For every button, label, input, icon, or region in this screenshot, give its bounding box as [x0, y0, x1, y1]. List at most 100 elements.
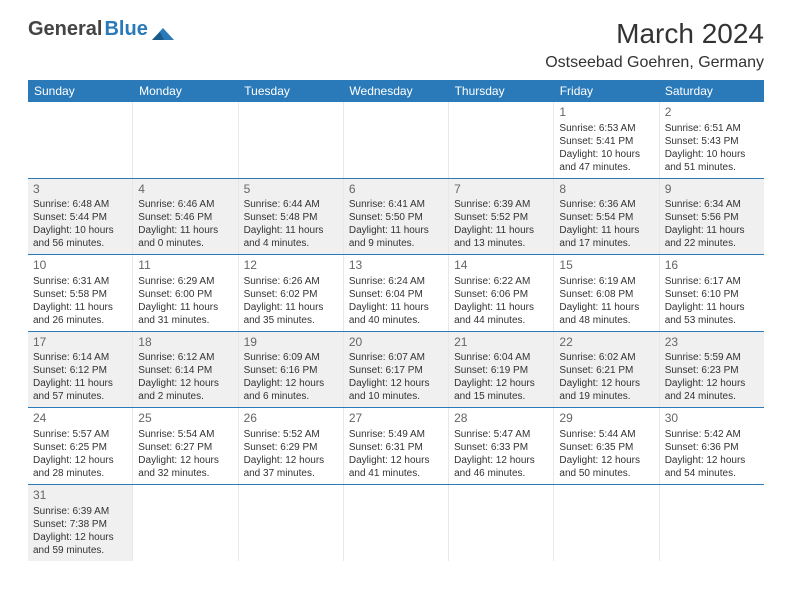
sunrise-text: Sunrise: 6:22 AM — [454, 275, 548, 288]
daylight-text: Daylight: 11 hours and 48 minutes. — [559, 301, 653, 327]
sunrise-text: Sunrise: 6:26 AM — [244, 275, 338, 288]
daylight-text: Daylight: 12 hours and 32 minutes. — [138, 454, 232, 480]
sunrise-text: Sunrise: 6:09 AM — [244, 351, 338, 364]
sunrise-text: Sunrise: 6:36 AM — [559, 198, 653, 211]
day-number: 27 — [349, 411, 443, 427]
sunrise-text: Sunrise: 6:14 AM — [33, 351, 127, 364]
day-cell: 31Sunrise: 6:39 AMSunset: 7:38 PMDayligh… — [28, 485, 133, 561]
daylight-text: Daylight: 11 hours and 4 minutes. — [244, 224, 338, 250]
sunset-text: Sunset: 6:16 PM — [244, 364, 338, 377]
sunset-text: Sunset: 6:36 PM — [665, 441, 759, 454]
sunrise-text: Sunrise: 6:29 AM — [138, 275, 232, 288]
day-cell: 29Sunrise: 5:44 AMSunset: 6:35 PMDayligh… — [554, 408, 659, 484]
daylight-text: Daylight: 10 hours and 47 minutes. — [559, 148, 653, 174]
daylight-text: Daylight: 12 hours and 41 minutes. — [349, 454, 443, 480]
day-number: 1 — [559, 105, 653, 121]
day-number: 7 — [454, 182, 548, 198]
day-number: 28 — [454, 411, 548, 427]
day-number: 20 — [349, 335, 443, 351]
sunset-text: Sunset: 5:50 PM — [349, 211, 443, 224]
day-cell: 10Sunrise: 6:31 AMSunset: 5:58 PMDayligh… — [28, 255, 133, 331]
sunset-text: Sunset: 6:23 PM — [665, 364, 759, 377]
day-number: 22 — [559, 335, 653, 351]
calendar-row: 24Sunrise: 5:57 AMSunset: 6:25 PMDayligh… — [28, 408, 764, 485]
day-number: 9 — [665, 182, 759, 198]
sunset-text: Sunset: 6:25 PM — [33, 441, 127, 454]
sunset-text: Sunset: 5:56 PM — [665, 211, 759, 224]
logo: GeneralBlue — [28, 18, 174, 41]
sunrise-text: Sunrise: 6:34 AM — [665, 198, 759, 211]
calendar-row: 10Sunrise: 6:31 AMSunset: 5:58 PMDayligh… — [28, 255, 764, 332]
sunset-text: Sunset: 6:33 PM — [454, 441, 548, 454]
sunrise-text: Sunrise: 5:52 AM — [244, 428, 338, 441]
day-number: 2 — [665, 105, 759, 121]
daylight-text: Daylight: 11 hours and 44 minutes. — [454, 301, 548, 327]
empty-cell — [660, 485, 764, 561]
day-number: 24 — [33, 411, 127, 427]
weekday-header: Wednesday — [343, 80, 448, 102]
sunrise-text: Sunrise: 6:19 AM — [559, 275, 653, 288]
day-cell: 9Sunrise: 6:34 AMSunset: 5:56 PMDaylight… — [660, 179, 764, 255]
sunrise-text: Sunrise: 6:41 AM — [349, 198, 443, 211]
sunset-text: Sunset: 6:12 PM — [33, 364, 127, 377]
sunset-text: Sunset: 6:10 PM — [665, 288, 759, 301]
daylight-text: Daylight: 11 hours and 53 minutes. — [665, 301, 759, 327]
daylight-text: Daylight: 10 hours and 51 minutes. — [665, 148, 759, 174]
daylight-text: Daylight: 12 hours and 37 minutes. — [244, 454, 338, 480]
daylight-text: Daylight: 12 hours and 6 minutes. — [244, 377, 338, 403]
day-cell: 28Sunrise: 5:47 AMSunset: 6:33 PMDayligh… — [449, 408, 554, 484]
day-number: 30 — [665, 411, 759, 427]
sunset-text: Sunset: 6:06 PM — [454, 288, 548, 301]
day-number: 5 — [244, 182, 338, 198]
daylight-text: Daylight: 11 hours and 31 minutes. — [138, 301, 232, 327]
day-cell: 30Sunrise: 5:42 AMSunset: 6:36 PMDayligh… — [660, 408, 764, 484]
empty-cell — [449, 485, 554, 561]
sunset-text: Sunset: 5:58 PM — [33, 288, 127, 301]
day-number: 21 — [454, 335, 548, 351]
day-number: 10 — [33, 258, 127, 274]
sunset-text: Sunset: 6:17 PM — [349, 364, 443, 377]
empty-cell — [239, 102, 344, 178]
weekday-header: Friday — [554, 80, 659, 102]
daylight-text: Daylight: 12 hours and 19 minutes. — [559, 377, 653, 403]
sunset-text: Sunset: 6:21 PM — [559, 364, 653, 377]
logo-text-2: Blue — [104, 18, 147, 41]
day-cell: 1Sunrise: 6:53 AMSunset: 5:41 PMDaylight… — [554, 102, 659, 178]
day-cell: 17Sunrise: 6:14 AMSunset: 6:12 PMDayligh… — [28, 332, 133, 408]
day-cell: 7Sunrise: 6:39 AMSunset: 5:52 PMDaylight… — [449, 179, 554, 255]
page-title: March 2024 — [545, 18, 764, 50]
daylight-text: Daylight: 12 hours and 54 minutes. — [665, 454, 759, 480]
calendar-row: 31Sunrise: 6:39 AMSunset: 7:38 PMDayligh… — [28, 485, 764, 561]
sunrise-text: Sunrise: 6:17 AM — [665, 275, 759, 288]
empty-cell — [344, 102, 449, 178]
day-cell: 27Sunrise: 5:49 AMSunset: 6:31 PMDayligh… — [344, 408, 449, 484]
day-cell: 19Sunrise: 6:09 AMSunset: 6:16 PMDayligh… — [239, 332, 344, 408]
day-cell: 6Sunrise: 6:41 AMSunset: 5:50 PMDaylight… — [344, 179, 449, 255]
empty-cell — [133, 485, 238, 561]
sunset-text: Sunset: 6:04 PM — [349, 288, 443, 301]
daylight-text: Daylight: 11 hours and 57 minutes. — [33, 377, 127, 403]
day-cell: 2Sunrise: 6:51 AMSunset: 5:43 PMDaylight… — [660, 102, 764, 178]
sunrise-text: Sunrise: 6:04 AM — [454, 351, 548, 364]
sunset-text: Sunset: 6:08 PM — [559, 288, 653, 301]
sunset-text: Sunset: 5:54 PM — [559, 211, 653, 224]
daylight-text: Daylight: 12 hours and 28 minutes. — [33, 454, 127, 480]
empty-cell — [28, 102, 133, 178]
daylight-text: Daylight: 12 hours and 2 minutes. — [138, 377, 232, 403]
sunrise-text: Sunrise: 6:46 AM — [138, 198, 232, 211]
empty-cell — [554, 485, 659, 561]
day-cell: 14Sunrise: 6:22 AMSunset: 6:06 PMDayligh… — [449, 255, 554, 331]
day-cell: 3Sunrise: 6:48 AMSunset: 5:44 PMDaylight… — [28, 179, 133, 255]
sunrise-text: Sunrise: 5:49 AM — [349, 428, 443, 441]
calendar-header-row: Sunday Monday Tuesday Wednesday Thursday… — [28, 80, 764, 102]
sunrise-text: Sunrise: 6:39 AM — [33, 505, 127, 518]
daylight-text: Daylight: 12 hours and 59 minutes. — [33, 531, 127, 557]
logo-icon — [152, 23, 174, 37]
sunset-text: Sunset: 6:02 PM — [244, 288, 338, 301]
sunset-text: Sunset: 5:48 PM — [244, 211, 338, 224]
day-number: 26 — [244, 411, 338, 427]
sunrise-text: Sunrise: 5:47 AM — [454, 428, 548, 441]
weekday-header: Monday — [133, 80, 238, 102]
day-cell: 13Sunrise: 6:24 AMSunset: 6:04 PMDayligh… — [344, 255, 449, 331]
weekday-header: Saturday — [659, 80, 764, 102]
